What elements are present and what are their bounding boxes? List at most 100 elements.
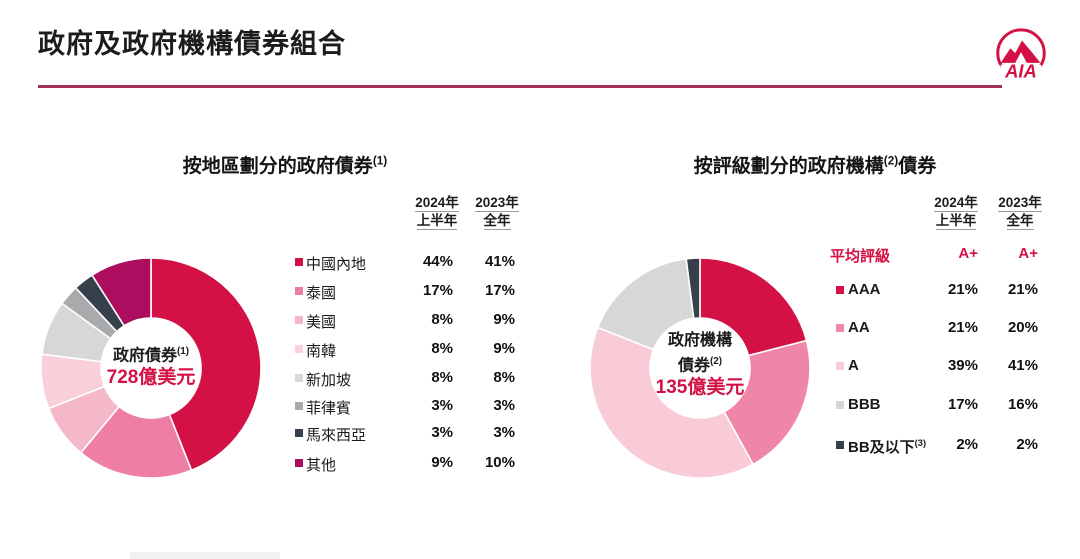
legend-label: 中國內地 xyxy=(306,256,367,273)
legend-label: AAA xyxy=(848,281,881,298)
right-chart-title-text: 按評級劃分的政府機構 xyxy=(693,156,884,177)
value-2024: 8% xyxy=(431,369,453,386)
donut-segment xyxy=(699,257,808,357)
value-2023: 8% xyxy=(493,369,515,386)
legend-row: 馬來西亞 3% 3% xyxy=(293,423,521,444)
value-2024: 21% xyxy=(947,319,978,336)
average-rating-row: 平均評級 A+ A+ xyxy=(828,244,1040,265)
left-chart-title-text: 按地區劃分的政府債券 xyxy=(182,156,373,177)
left-donut-center-value: 728億美元 xyxy=(106,367,196,389)
col-header-line: 上半年 xyxy=(416,213,458,230)
legend-bullet-icon xyxy=(836,286,844,294)
legend-label: 泰國 xyxy=(306,285,337,302)
col-header-line: 2024年 xyxy=(934,195,978,212)
left-col-header-2024: 2024年 上半年 xyxy=(407,194,467,230)
value-2023: 41% xyxy=(1007,357,1038,374)
left-donut-chart xyxy=(40,257,262,479)
value-2023: 20% xyxy=(1007,319,1038,336)
legend-bullet-icon xyxy=(295,287,303,295)
value-2024: 39% xyxy=(947,357,978,374)
legend-bullet-icon xyxy=(295,345,303,353)
value-2024: 8% xyxy=(431,340,453,357)
right-donut-center-value: 135億美元 xyxy=(655,377,745,399)
left-col-header-2023: 2023年 全年 xyxy=(467,194,527,230)
right-col-header-2024: 2024年 上半年 xyxy=(926,194,986,230)
col-header-line: 上半年 xyxy=(935,213,977,230)
col-header-line: 2023年 xyxy=(998,195,1042,212)
legend-bullet-icon xyxy=(295,429,303,437)
legend-label: BB及以下(3) xyxy=(848,438,927,456)
average-rating-2024: A+ xyxy=(958,245,978,262)
legend-bullet-icon xyxy=(836,441,844,449)
legend-row: BBB 17% 16% xyxy=(828,395,1040,415)
value-2024: 2% xyxy=(956,436,978,453)
right-donut-chart xyxy=(589,257,811,479)
legend-bullet-icon xyxy=(836,324,844,332)
legend-label: A xyxy=(848,357,859,374)
value-2024: 17% xyxy=(422,282,453,299)
right-legend: 平均評級 A+ A+ AAA 21% 21% AA 21% 20% A 39% 41% BBB 17… xyxy=(828,244,1040,459)
col-header-line: 全年 xyxy=(1006,213,1034,230)
legend-label: 美國 xyxy=(306,314,337,331)
donut-segment xyxy=(723,339,811,466)
legend-row: 中國內地 44% 41% xyxy=(293,252,521,273)
donut-segment xyxy=(685,257,701,320)
left-chart-title: 按地區劃分的政府債券(1) xyxy=(35,151,535,178)
value-2024: 21% xyxy=(947,281,978,298)
right-donut-center-label: 政府機構 債券(2) 135億美元 xyxy=(630,330,770,400)
legend-row: 其他 9% 10% xyxy=(293,453,521,474)
col-header-line: 全年 xyxy=(483,213,511,230)
legend-row: 美國 8% 9% xyxy=(293,310,521,331)
legend-bullet-icon xyxy=(295,374,303,382)
value-2023: 2% xyxy=(1016,436,1038,453)
donut-segment xyxy=(150,257,262,472)
legend-row: 泰國 17% 17% xyxy=(293,281,521,302)
legend-row: 南韓 8% 9% xyxy=(293,339,521,360)
legend-row: 新加坡 8% 8% xyxy=(293,368,521,389)
value-2024: 17% xyxy=(947,396,978,413)
value-2023: 21% xyxy=(1007,281,1038,298)
right-donut-center-title: 政府機構 xyxy=(667,332,732,349)
legend-bullet-icon xyxy=(295,459,303,467)
svg-text:AIA: AIA xyxy=(1004,60,1037,81)
left-donut-center-label: 政府債券(1) 728億美元 xyxy=(81,341,221,390)
value-2023: 9% xyxy=(493,311,515,328)
legend-label: 新加坡 xyxy=(306,372,352,389)
value-2023: 10% xyxy=(484,454,515,471)
footnote-fragment xyxy=(130,552,280,559)
legend-label: 菲律賓 xyxy=(306,400,352,417)
value-2023: 3% xyxy=(493,397,515,414)
right-donut-center-title2: 債券(2) xyxy=(677,356,723,375)
title-rule xyxy=(38,85,1002,88)
value-2023: 41% xyxy=(484,253,515,270)
aia-logo: AIA xyxy=(990,26,1052,88)
aia-logo-icon: AIA xyxy=(996,28,1046,81)
legend-label: AA xyxy=(848,319,870,336)
legend-row: 菲律賓 3% 3% xyxy=(293,396,521,417)
value-2024: 8% xyxy=(431,311,453,328)
right-chart-title-sup: (2) xyxy=(883,154,899,168)
right-chart-title: 按評級劃分的政府機構(2)債券 xyxy=(585,151,1045,178)
value-2023: 16% xyxy=(1007,396,1038,413)
legend-bullet-icon xyxy=(836,401,844,409)
left-donut-center-title: 政府債券(1) xyxy=(112,346,190,365)
legend-row: A 39% 41% xyxy=(828,356,1040,376)
value-2024: 3% xyxy=(431,397,453,414)
value-2024: 3% xyxy=(431,424,453,441)
legend-bullet-icon xyxy=(295,316,303,324)
legend-label: BBB xyxy=(848,396,881,413)
legend-bullet-icon xyxy=(295,258,303,266)
right-chart-title-text2: 債券 xyxy=(898,156,937,177)
donut-segment xyxy=(589,326,755,479)
legend-label: 南韓 xyxy=(306,343,337,360)
average-rating-2023: A+ xyxy=(1018,245,1038,262)
legend-row: AAA 21% 21% xyxy=(828,280,1040,300)
value-2023: 3% xyxy=(493,424,515,441)
donut-segment xyxy=(90,257,152,327)
left-chart-title-sup: (1) xyxy=(372,154,388,168)
value-2023: 9% xyxy=(493,340,515,357)
value-2023: 17% xyxy=(484,282,515,299)
legend-row: AA 21% 20% xyxy=(828,318,1040,338)
legend-label: 其他 xyxy=(306,457,337,474)
